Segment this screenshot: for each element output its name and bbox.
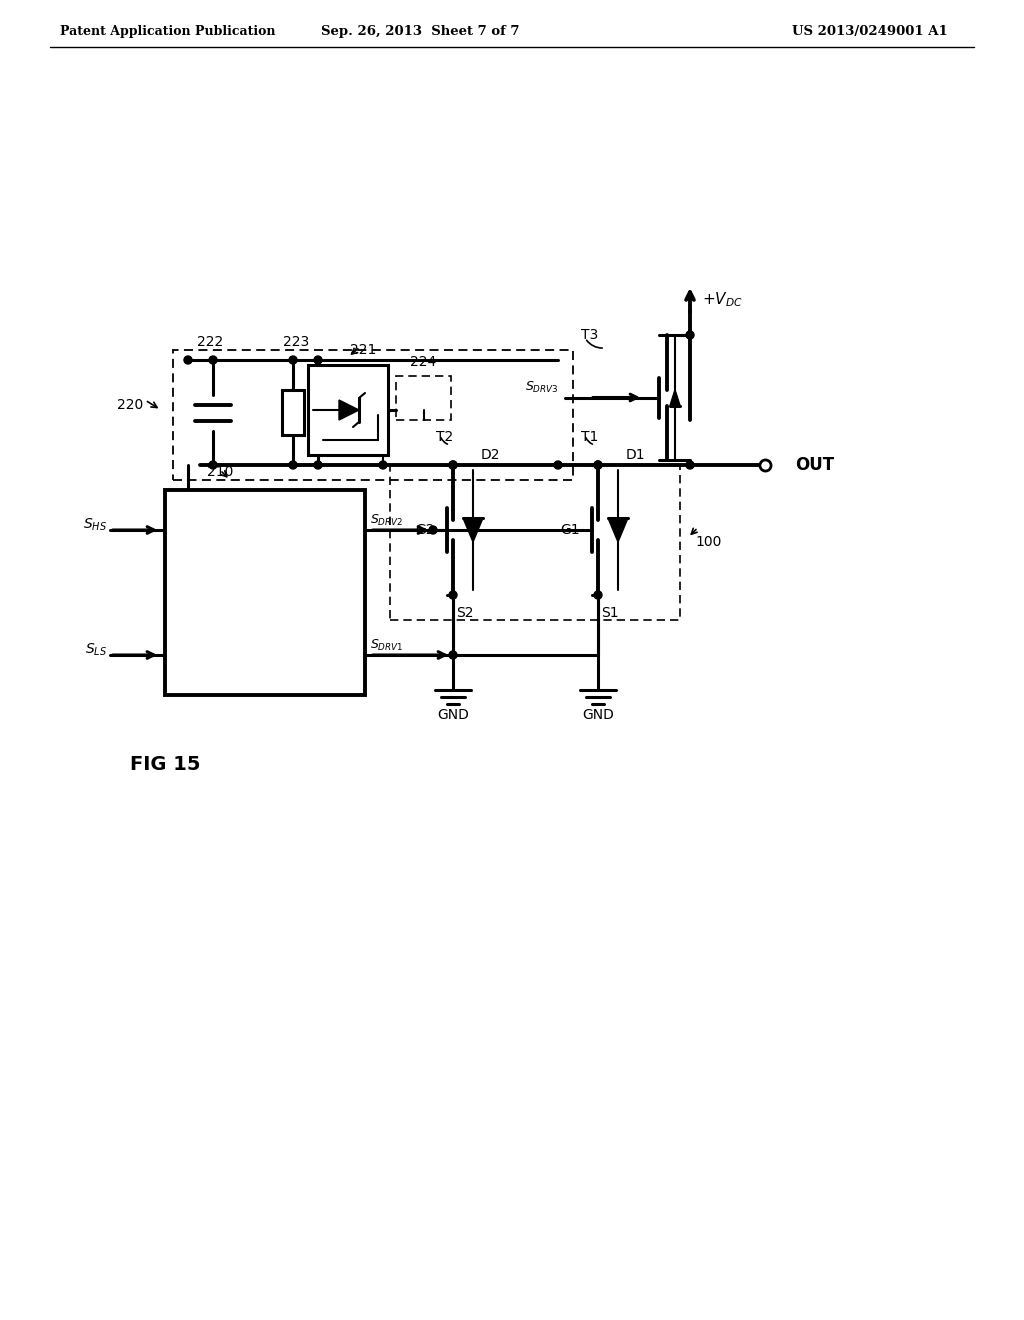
Polygon shape: [339, 400, 359, 420]
Circle shape: [379, 461, 387, 469]
Text: $S_{DRV2}$: $S_{DRV2}$: [370, 512, 403, 528]
Polygon shape: [463, 517, 483, 543]
Circle shape: [289, 356, 297, 364]
Circle shape: [209, 461, 217, 469]
Text: G1: G1: [560, 523, 580, 537]
Text: T1: T1: [582, 430, 599, 444]
Bar: [390, 465, 680, 620]
Text: 100: 100: [695, 536, 721, 549]
Circle shape: [209, 356, 217, 364]
Text: 221: 221: [350, 343, 376, 356]
Text: Sep. 26, 2013  Sheet 7 of 7: Sep. 26, 2013 Sheet 7 of 7: [321, 25, 519, 38]
Circle shape: [429, 525, 437, 535]
Text: 222: 222: [197, 335, 223, 348]
Text: $+V_{DC}$: $+V_{DC}$: [702, 290, 742, 309]
Text: 224: 224: [411, 355, 436, 368]
Text: 220: 220: [117, 399, 143, 412]
Text: D2: D2: [480, 447, 500, 462]
Text: S2: S2: [457, 606, 474, 620]
Text: T2: T2: [436, 430, 454, 444]
Text: GND: GND: [437, 708, 469, 722]
Circle shape: [594, 591, 602, 599]
Text: 223: 223: [283, 335, 309, 348]
Text: $S_{LS}$: $S_{LS}$: [85, 642, 106, 659]
Polygon shape: [670, 389, 680, 405]
Circle shape: [449, 461, 457, 469]
Text: $S_{DRV1}$: $S_{DRV1}$: [370, 638, 403, 652]
Circle shape: [314, 461, 322, 469]
Text: Patent Application Publication: Patent Application Publication: [60, 25, 275, 38]
Circle shape: [594, 461, 602, 469]
Polygon shape: [608, 517, 628, 543]
Text: FIG 15: FIG 15: [130, 755, 201, 775]
Circle shape: [449, 461, 457, 469]
Circle shape: [449, 651, 457, 659]
Text: D1: D1: [626, 447, 645, 462]
Text: S1: S1: [601, 606, 618, 620]
Text: 210: 210: [207, 465, 233, 479]
Circle shape: [289, 461, 297, 469]
Circle shape: [314, 356, 322, 364]
Text: G2: G2: [416, 523, 435, 537]
Text: $S_{DRV3}$: $S_{DRV3}$: [525, 380, 559, 395]
Circle shape: [594, 461, 602, 469]
Bar: [396, 375, 451, 420]
Text: GND: GND: [582, 708, 614, 722]
Circle shape: [449, 591, 457, 599]
Bar: [282, 389, 304, 436]
Text: T3: T3: [582, 327, 599, 342]
Bar: [308, 366, 388, 455]
Text: $S_{HS}$: $S_{HS}$: [83, 517, 106, 533]
Circle shape: [686, 331, 694, 339]
Text: OUT: OUT: [795, 455, 835, 474]
Text: US 2013/0249001 A1: US 2013/0249001 A1: [793, 25, 948, 38]
Circle shape: [184, 356, 193, 364]
Bar: [173, 350, 573, 480]
Bar: [165, 490, 365, 696]
Circle shape: [554, 461, 562, 469]
Circle shape: [686, 461, 694, 469]
